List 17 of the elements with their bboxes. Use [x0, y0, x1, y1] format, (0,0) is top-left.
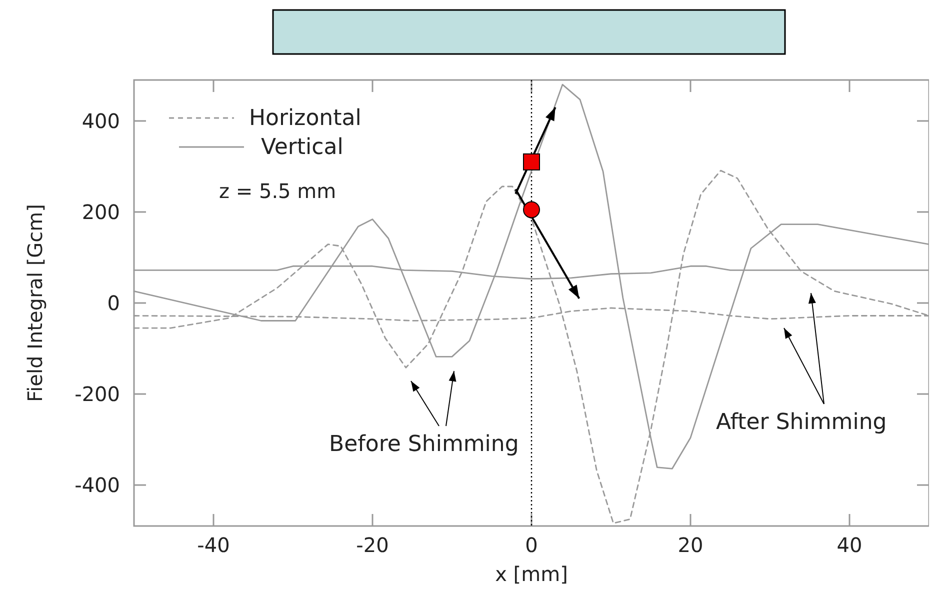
x-tick-label: 40 — [836, 533, 862, 557]
x-tick-label: 20 — [678, 533, 704, 557]
annotation: z = 5.5 mm — [219, 179, 336, 203]
legend-label: Vertical — [261, 135, 344, 160]
y-tick-label: 0 — [107, 291, 120, 315]
y-axis-title: Field Integral [Gcm] — [23, 204, 47, 402]
annotation: Before Shimming — [329, 432, 519, 457]
x-tick-label: 0 — [525, 533, 538, 557]
y-tick-label: -200 — [74, 382, 120, 406]
x-tick-label: -20 — [356, 533, 389, 557]
x-tick-label: -40 — [197, 533, 230, 557]
y-tick-label: -400 — [74, 473, 120, 498]
annotation: After Shimming — [716, 410, 887, 435]
x-axis-title: x [mm] — [495, 562, 568, 586]
y-tick-label: 200 — [82, 200, 120, 224]
y-tick-label: 400 — [82, 108, 120, 133]
legend-label: Horizontal — [249, 106, 362, 131]
